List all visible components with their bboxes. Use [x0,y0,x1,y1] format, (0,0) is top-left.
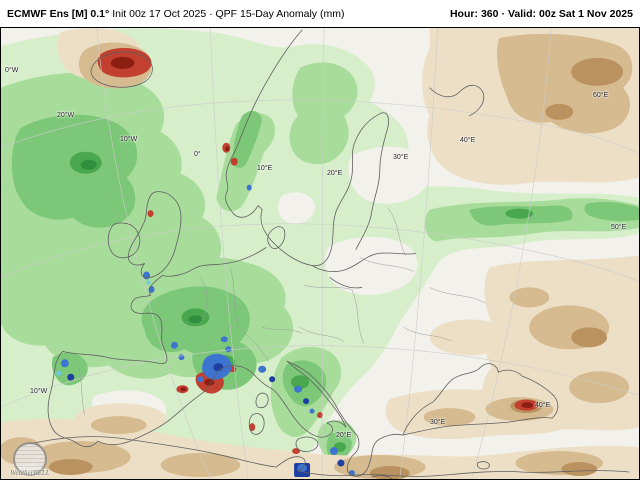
valid-time: Hour: 360 · Valid: 00z Sat 1 Nov 2025 [447,8,633,20]
coord-label: 30°E [393,154,409,161]
weatherbell-logo: WeatherBELL [7,442,53,477]
separator-dot: · [501,7,506,20]
coord-label: 10°E [257,165,273,172]
weatherbell-globe-icon [13,442,47,476]
header-bar: ECMWF Ens [M] 0.1° Init 00z 17 Oct 2025 ·… [0,0,640,27]
coord-label: 0° [194,151,201,158]
weatherbell-logo-text: WeatherBELL [10,469,50,477]
coord-label: 20°W [57,112,75,119]
coord-label: 20°E [336,432,352,439]
graticule-lines [1,28,639,479]
coord-label: 40°E [460,137,476,144]
coord-label: 50°E [611,224,627,231]
model-init-info: Init 00z 17 Oct 2025 · QPF 15-Day Anomal… [112,7,345,20]
valid-value: 00z Sat 1 Nov 2025 [539,7,633,20]
coord-label: 60°E [593,92,609,99]
coord-label: 40°E [535,402,551,409]
hour-value: 360 [480,7,499,20]
europe-precip-anomaly-map [1,28,639,479]
coord-label: 30°E [430,419,446,426]
brown-anomaly-layer [1,28,639,479]
model-name: ECMWF Ens [M] 0.1° [7,7,110,20]
coord-label: 0°W [5,67,19,74]
weather-map-panel: 0°W 20°W 10°W 0° 10°E 20°E 30°E 40°E 60°… [0,27,640,480]
country-borders [78,207,486,416]
coord-label: 10°W [30,388,48,395]
model-title: ECMWF Ens [M] 0.1° Init 00z 17 Oct 2025 ·… [7,8,347,20]
green-anomaly-layer [1,28,639,472]
coord-label: 20°E [327,170,343,177]
hour-label: Hour: [449,7,478,20]
coord-label: 10°W [120,136,138,143]
coastlines [24,29,630,479]
valid-label: Valid: [508,7,537,20]
blue-anomaly-layer [56,184,355,478]
